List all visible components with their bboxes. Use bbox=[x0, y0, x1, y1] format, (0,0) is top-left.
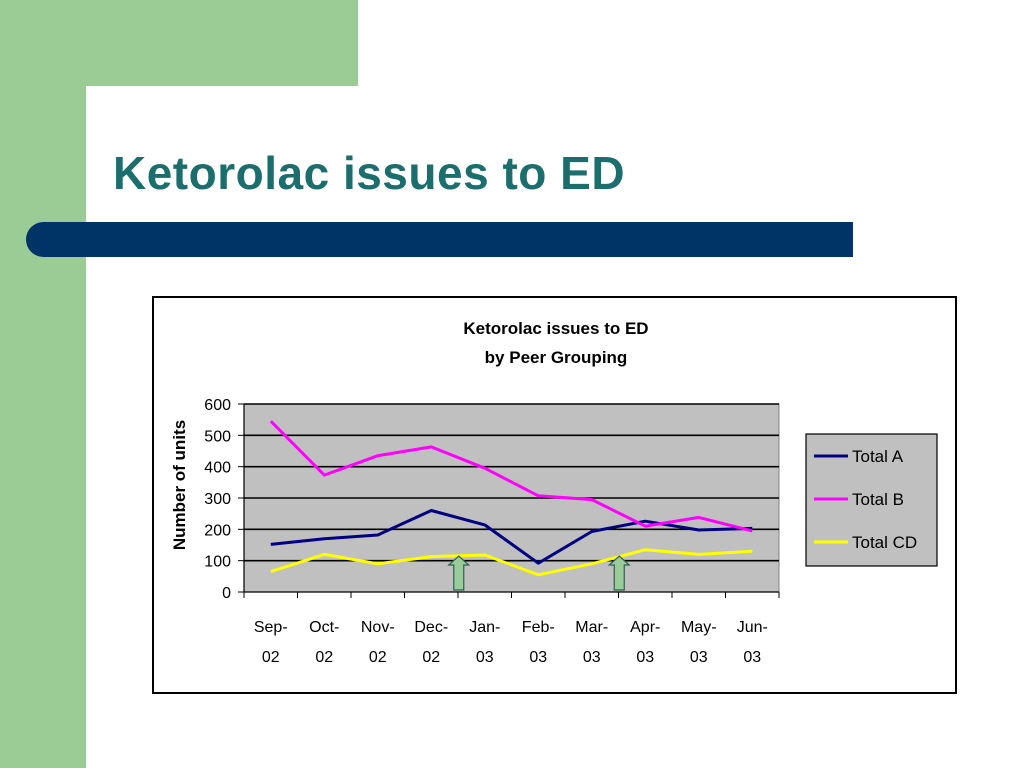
legend-label: Total CD bbox=[852, 533, 917, 552]
x-tick-label: Oct-02 bbox=[309, 619, 339, 666]
x-tick-label: Nov-02 bbox=[361, 619, 395, 666]
x-tick-label: Apr-03 bbox=[630, 619, 660, 666]
x-tick-label: Mar-03 bbox=[575, 619, 608, 666]
y-tick-label: 600 bbox=[204, 397, 231, 414]
y-tick-label: 200 bbox=[204, 522, 231, 539]
chart-subtitle: by Peer Grouping bbox=[485, 348, 628, 367]
chart-container: Ketorolac issues to ED by Peer Grouping … bbox=[152, 296, 957, 694]
series-line-total-a bbox=[270, 509, 753, 565]
legend-label: Total A bbox=[852, 447, 904, 466]
legend-label: Total B bbox=[852, 490, 904, 509]
y-axis-label: Number of units bbox=[170, 420, 189, 550]
chart-title: Ketorolac issues to ED bbox=[463, 319, 648, 338]
y-tick-label: 400 bbox=[204, 460, 231, 477]
legend: Total A Total B Total CD bbox=[805, 433, 938, 567]
top-accent-band bbox=[0, 0, 358, 86]
x-tick-label: Dec-02 bbox=[414, 619, 448, 666]
x-tick-label: Jan-03 bbox=[469, 619, 500, 666]
up-arrow-annotation bbox=[447, 555, 471, 591]
left-accent-band bbox=[0, 0, 86, 768]
plot-area: 0 100 200 300 400 500 600 Sep-02 Oct-02 Nov-02 Dec… bbox=[204, 397, 780, 666]
series-line-total-cd bbox=[270, 548, 753, 577]
series-line-total-b bbox=[269, 420, 753, 533]
up-arrow-annotation bbox=[607, 555, 631, 591]
y-tick-label: 300 bbox=[204, 491, 231, 508]
y-tick-label: 100 bbox=[204, 554, 231, 571]
x-tick-label: May-03 bbox=[681, 619, 717, 666]
title-underline-bar bbox=[26, 222, 853, 257]
x-tick-label: Sep-02 bbox=[254, 619, 288, 666]
slide-title: Ketorolac issues to ED bbox=[113, 147, 626, 199]
line-chart: Ketorolac issues to ED by Peer Grouping … bbox=[170, 319, 938, 666]
y-tick-label: 0 bbox=[222, 585, 231, 602]
x-tick-label: Feb-03 bbox=[522, 619, 555, 666]
y-tick-label: 500 bbox=[204, 428, 231, 445]
x-tick-label: Jun-03 bbox=[737, 619, 768, 666]
